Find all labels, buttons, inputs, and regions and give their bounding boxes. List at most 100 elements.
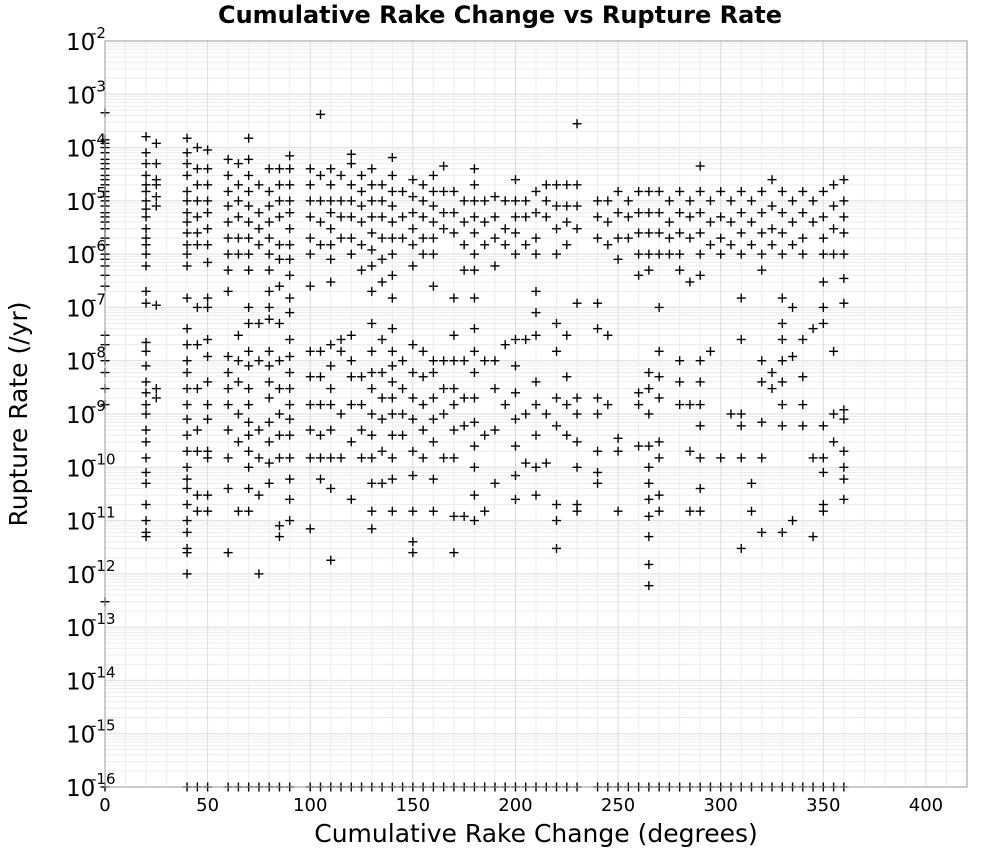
data-point bbox=[274, 180, 284, 190]
data-point bbox=[777, 293, 787, 303]
data-point bbox=[141, 516, 151, 526]
data-point bbox=[469, 346, 479, 356]
data-point bbox=[531, 400, 541, 410]
data-point bbox=[203, 164, 213, 174]
data-point bbox=[141, 249, 151, 259]
data-point bbox=[552, 249, 562, 259]
data-point bbox=[798, 400, 808, 410]
data-point bbox=[408, 340, 418, 350]
y-tick-label: 10 bbox=[66, 563, 95, 589]
data-point bbox=[490, 212, 500, 222]
data-point bbox=[428, 437, 438, 447]
data-point bbox=[357, 425, 367, 435]
data-point bbox=[490, 192, 500, 202]
data-point bbox=[387, 217, 397, 227]
data-point bbox=[695, 270, 705, 280]
data-point bbox=[552, 224, 562, 234]
y-tick-exponent: -10 bbox=[91, 450, 116, 468]
data-point bbox=[274, 281, 284, 291]
data-point bbox=[336, 212, 346, 222]
data-point bbox=[593, 478, 603, 488]
data-point bbox=[439, 409, 449, 419]
data-point bbox=[408, 208, 418, 218]
data-point bbox=[203, 414, 213, 424]
data-point bbox=[398, 409, 408, 419]
data-point bbox=[408, 537, 418, 547]
data-point bbox=[141, 478, 151, 488]
data-point bbox=[623, 233, 633, 243]
data-point bbox=[285, 368, 295, 378]
x-tick-label: 50 bbox=[196, 795, 219, 816]
data-point bbox=[777, 356, 787, 366]
data-point bbox=[203, 302, 213, 312]
data-point bbox=[675, 400, 685, 410]
data-point bbox=[747, 478, 756, 488]
data-point bbox=[387, 453, 397, 463]
data-point bbox=[367, 346, 377, 356]
data-point bbox=[510, 494, 520, 504]
data-point bbox=[367, 368, 377, 378]
data-point bbox=[449, 356, 459, 366]
data-point bbox=[377, 478, 387, 488]
data-point bbox=[480, 430, 490, 440]
data-point bbox=[408, 414, 418, 424]
data-point bbox=[305, 453, 315, 463]
data-point bbox=[367, 196, 377, 206]
data-point bbox=[736, 543, 746, 553]
data-point bbox=[593, 212, 603, 222]
data-point bbox=[777, 421, 787, 431]
data-point bbox=[336, 346, 346, 356]
data-point bbox=[203, 257, 213, 267]
data-point bbox=[244, 186, 254, 196]
data-point bbox=[398, 356, 408, 366]
data-point bbox=[346, 356, 356, 366]
data-point bbox=[654, 186, 664, 196]
data-point bbox=[480, 506, 490, 516]
data-point bbox=[264, 186, 274, 196]
data-point bbox=[510, 361, 520, 371]
data-point bbox=[223, 233, 233, 243]
data-point bbox=[387, 186, 397, 196]
data-point bbox=[777, 527, 787, 537]
data-point bbox=[244, 417, 254, 427]
data-point bbox=[203, 240, 213, 250]
data-point bbox=[839, 273, 849, 283]
data-point bbox=[326, 453, 336, 463]
data-point bbox=[182, 462, 192, 472]
data-point bbox=[244, 249, 254, 259]
y-tick-exponent: -6 bbox=[91, 237, 106, 255]
data-point bbox=[736, 293, 746, 303]
data-point bbox=[305, 400, 315, 410]
data-point bbox=[203, 351, 213, 361]
data-point bbox=[223, 453, 233, 463]
data-point bbox=[521, 458, 531, 468]
x-tick-label: 150 bbox=[396, 795, 430, 816]
data-point bbox=[223, 170, 233, 180]
data-point bbox=[613, 233, 623, 243]
data-point bbox=[469, 293, 479, 303]
data-point bbox=[777, 208, 787, 218]
data-point bbox=[459, 217, 469, 227]
data-point bbox=[829, 249, 839, 259]
data-point bbox=[829, 224, 839, 234]
data-point bbox=[459, 356, 469, 366]
data-point bbox=[326, 400, 336, 410]
data-point bbox=[141, 212, 151, 222]
data-point bbox=[531, 377, 541, 387]
data-point bbox=[418, 425, 428, 435]
data-point bbox=[695, 421, 705, 431]
y-tick-exponent: -16 bbox=[91, 770, 116, 788]
data-point bbox=[418, 346, 428, 356]
data-point bbox=[223, 265, 233, 275]
data-point bbox=[777, 335, 787, 345]
data-point bbox=[552, 318, 562, 328]
data-point bbox=[182, 483, 192, 493]
data-point bbox=[798, 372, 808, 382]
data-point bbox=[552, 201, 562, 211]
data-point bbox=[716, 249, 726, 259]
data-point bbox=[757, 208, 767, 218]
data-point bbox=[552, 543, 562, 553]
data-point bbox=[839, 494, 849, 504]
data-point bbox=[634, 208, 644, 218]
data-point bbox=[531, 330, 541, 340]
